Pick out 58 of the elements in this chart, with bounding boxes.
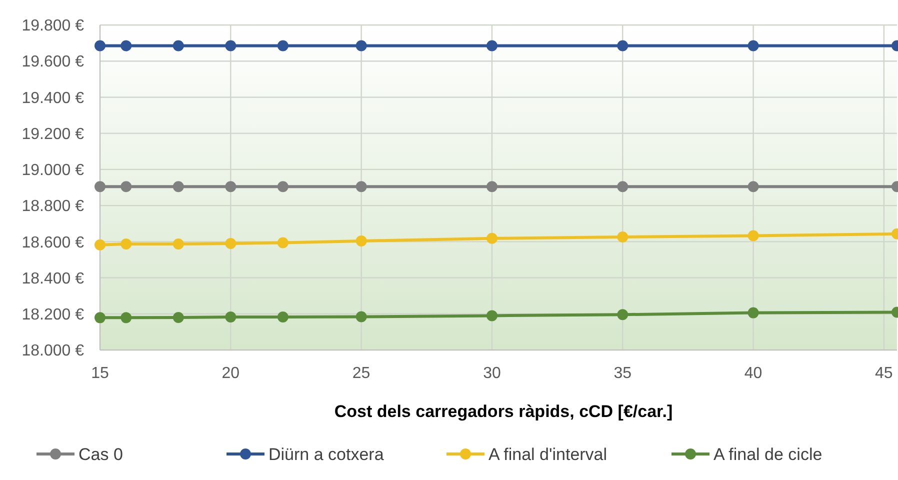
point: [172, 40, 184, 52]
legend-label: Diürn a cotxera: [268, 445, 384, 464]
y-tick-label: 18.600 €: [22, 234, 84, 252]
point: [277, 40, 288, 52]
point: [617, 181, 628, 192]
y-tick-label: 19.800 €: [22, 18, 84, 35]
point: [748, 40, 759, 52]
point: [486, 232, 498, 244]
point: [94, 239, 106, 250]
point: [486, 181, 498, 192]
x-axis-title: Cost dels carregadors ràpids, cCD [€/car.]: [334, 402, 673, 421]
y-tick-label: 18.400 €: [22, 270, 84, 288]
point: [356, 235, 367, 246]
point: [172, 312, 184, 323]
point: [120, 40, 132, 52]
point: [748, 181, 759, 192]
point: [277, 237, 288, 248]
point: [356, 181, 367, 192]
x-tick-label: 25: [352, 365, 370, 382]
y-tick-label: 18.800 €: [22, 198, 84, 216]
y-tick-label: 19.400 €: [22, 90, 84, 107]
x-tick-label: 40: [744, 365, 762, 382]
y-tick-label: 19.000 €: [22, 162, 84, 180]
point: [94, 40, 106, 52]
y-tick-label: 18.000 €: [22, 342, 84, 360]
x-tick-label: 45: [875, 365, 893, 382]
point: [225, 238, 236, 249]
y-tick-label: 18.200 €: [22, 306, 84, 324]
point: [172, 238, 184, 250]
legend-label: Cas 0: [78, 445, 123, 464]
point: [225, 181, 236, 192]
point: [120, 181, 132, 192]
x-tick-label: 20: [222, 365, 240, 382]
x-tick-label: 15: [91, 365, 109, 382]
point: [277, 311, 288, 322]
point: [748, 307, 759, 318]
x-tick-label: 35: [614, 365, 632, 382]
legend-label: A final de cicle: [714, 445, 822, 464]
point: [748, 230, 759, 242]
point: [617, 309, 628, 320]
point: [617, 231, 628, 242]
y-tick-label: 19.600 €: [22, 54, 84, 71]
point: [617, 40, 628, 52]
point: [225, 311, 236, 322]
point: [356, 311, 367, 322]
point: [120, 238, 132, 250]
point: [172, 181, 184, 192]
point: [486, 310, 498, 322]
x-tick-label: 30: [483, 365, 501, 382]
point: [356, 40, 367, 52]
point: [277, 181, 288, 192]
point: [225, 40, 236, 52]
point: [94, 181, 106, 192]
y-tick-label: 19.200 €: [22, 126, 84, 143]
point: [94, 312, 106, 324]
point: [486, 40, 498, 52]
legend-label: A final d'interval: [488, 445, 608, 464]
point: [120, 312, 132, 324]
